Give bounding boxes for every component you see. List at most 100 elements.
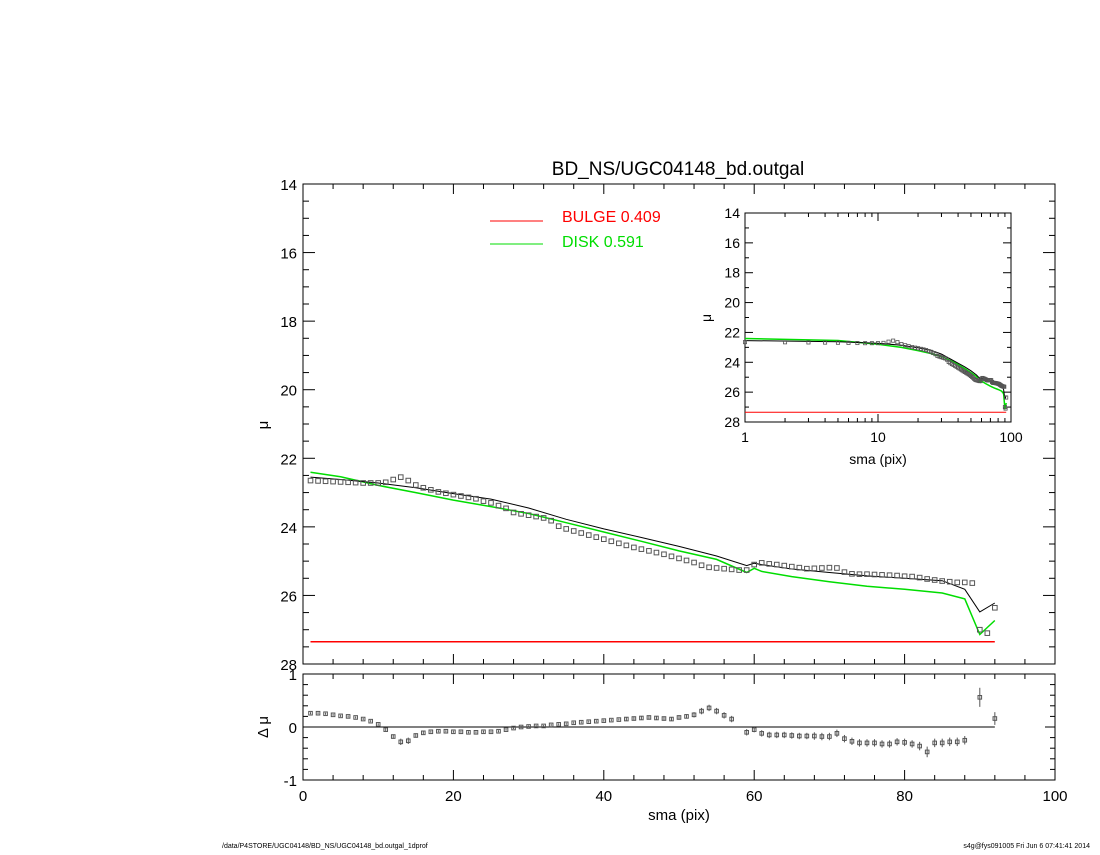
inset-observed-point [924,348,929,353]
residual-point [330,712,336,718]
observed-point [428,487,434,493]
observed-point [698,562,705,569]
observed-point [601,536,607,543]
observed-point [886,572,893,579]
inset-observed-point [783,340,788,345]
inset-y-tick-label: 18 [724,265,740,281]
observed-point [465,494,472,501]
observed-point [721,565,727,572]
residual-point [383,727,389,732]
residual-x-tick-label: 100 [1042,788,1067,805]
observed-point [826,564,833,571]
residual-point [909,741,915,747]
residual-point [827,734,832,739]
residual-point [819,734,825,739]
inset-observed-point [891,338,896,343]
residual-point [669,716,674,722]
residual-y-axis-label: Δ μ [255,716,272,738]
residual-point [308,710,313,716]
residual-point [323,711,328,717]
inset-observed-point [926,349,931,354]
residual-point [398,739,404,745]
residual-x-axis-label: sma (pix) [648,807,710,824]
residual-point [789,733,795,738]
residual-point [390,734,396,739]
residual-point [917,743,922,749]
residual-point [954,739,960,745]
inset-observed-point [876,341,881,346]
observed-point [804,565,810,572]
residual-point [571,720,577,726]
residual-point [759,731,765,736]
observed-point [382,479,389,486]
inset-observed-point [971,375,976,380]
residual-point [646,715,652,720]
residual-point [947,739,953,745]
observed-point [495,502,502,509]
observed-point [834,565,840,571]
observed-point [743,567,750,573]
residual-point [458,729,464,735]
residual-point [624,716,629,722]
inset-observed-point [863,341,868,346]
observed-point [480,498,487,504]
inset-observed-point [846,340,851,345]
observed-point [638,546,645,552]
residual-point [962,737,968,743]
residual-point [902,740,907,745]
observed-point [871,571,878,578]
residual-point [684,714,689,719]
inset-observed-point [1002,384,1007,389]
observed-point [540,515,547,521]
residual-point [345,714,351,719]
observed-point [736,567,742,573]
observed-point [578,530,585,536]
observed-point [585,532,592,538]
legend-bulge-label: BULGE 0.409 [562,209,661,226]
legend-disk-label: DISK 0.591 [562,234,644,251]
inset-y-tick-label: 22 [724,324,740,340]
residual-point [924,749,930,755]
observed-point [939,578,946,584]
observed-point [593,534,600,540]
main-y-axis-label: μ [255,421,272,430]
residual-point [721,713,727,718]
footer-timestamp: s4g@fys091005 Fri Jun 6 07:41:41 2014 [963,843,1090,850]
observed-point [390,476,397,483]
inset-observed-point [869,341,874,346]
residual-point [548,722,554,728]
residual-point [864,740,870,746]
residual-point [691,712,697,718]
observed-point [375,480,381,486]
residual-point [375,722,381,727]
main-y-tick-label: 24 [280,520,297,537]
residual-point [804,733,810,739]
observed-point [901,573,908,580]
inset-x-axis: 1 10 100 [741,213,1023,445]
residual-point [676,715,682,720]
residual-point [977,695,983,700]
inset-observed-point [935,354,940,359]
residual-y-tick-label: 0 [289,720,297,737]
inset-observed-point [835,340,840,345]
main-y-tick-label: 14 [280,177,297,194]
observed-point [766,561,773,567]
observed-point [758,560,765,566]
residual-point [887,741,892,747]
inset-y-tick-label: 28 [724,414,740,430]
main-y-axis: 14 16 18 20 22 24 26 28 [280,177,1055,674]
observed-point [864,571,870,577]
observed-point [713,565,720,571]
residual-point [939,740,945,746]
residual-point [751,727,757,732]
observed-point [337,479,344,485]
observed-point [315,478,321,484]
residual-point [405,738,411,744]
residual-x-tick-label: 0 [299,788,307,805]
residual-point [616,717,622,722]
observed-point [623,542,630,549]
residual-point [601,718,607,723]
observed-point [653,549,660,556]
